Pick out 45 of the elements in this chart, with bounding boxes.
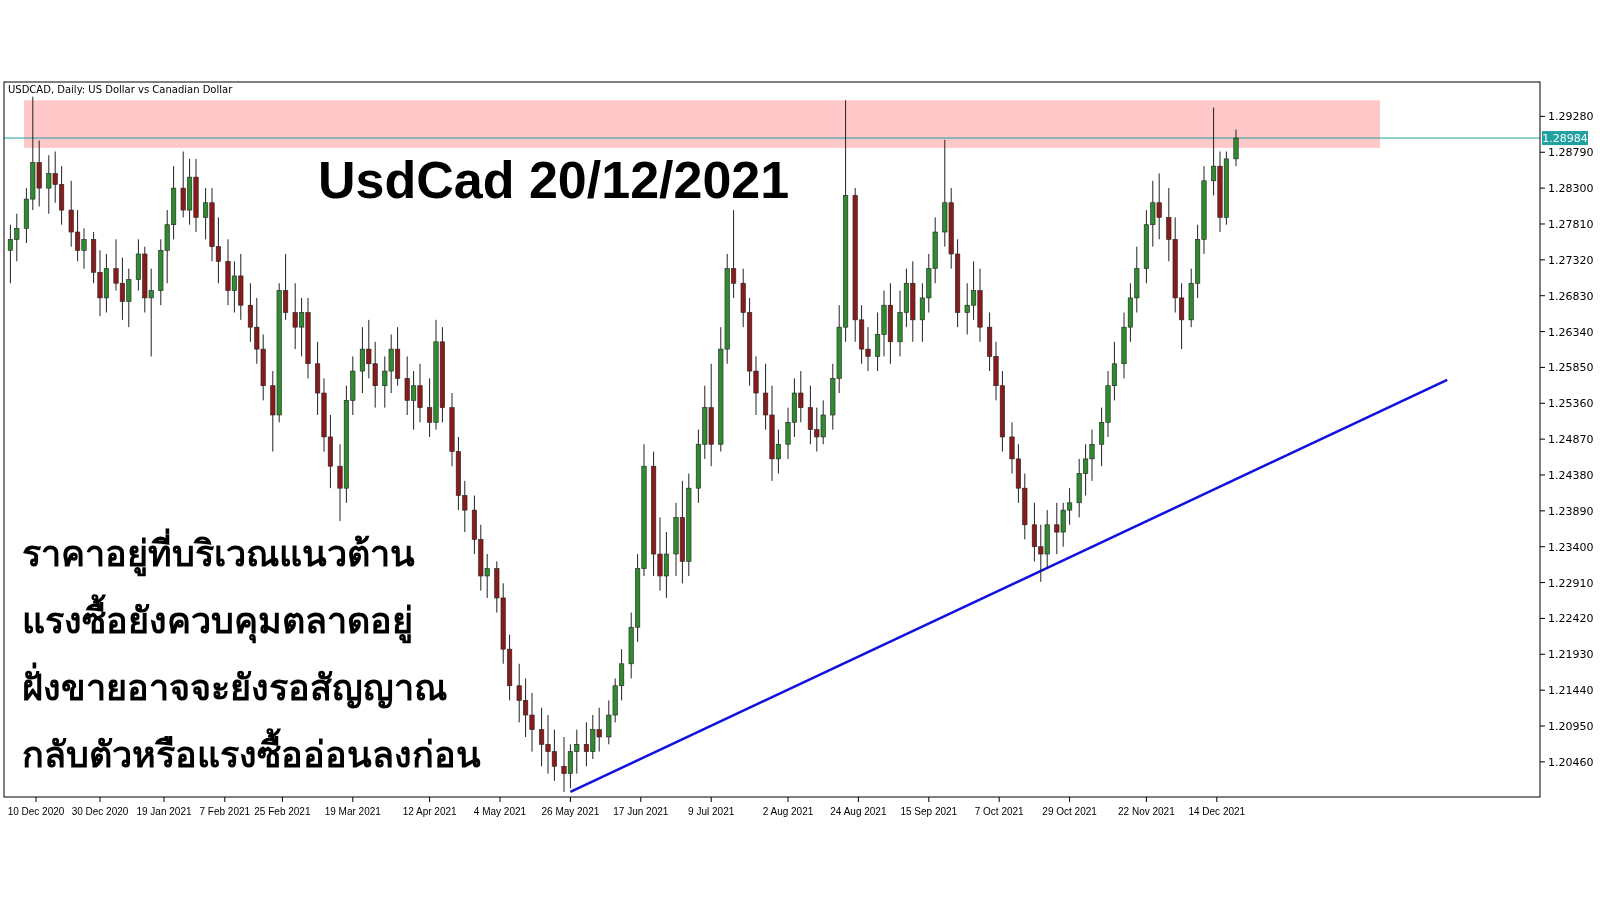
x-tick-label: 12 Apr 2021 xyxy=(402,806,458,817)
annotation: ราคาอยู่ที่บริเวณแนวต้าน xyxy=(22,528,415,577)
x-tick-label: 10 Dec 2020 xyxy=(7,806,65,817)
x-tick-label: 29 Oct 2021 xyxy=(1042,806,1098,817)
y-tick-label: 1.21440 xyxy=(1548,684,1594,698)
x-tick-label: 15 Sep 2021 xyxy=(900,806,958,817)
y-tick-label: 1.23890 xyxy=(1548,504,1594,518)
x-tick-label: 26 May 2021 xyxy=(541,806,600,817)
text: UsdCad 20/12/2021 xyxy=(318,151,790,209)
candlestick xyxy=(1233,129,1239,167)
y-tick-label: 1.28790 xyxy=(1548,146,1594,160)
y-tick-label: 1.24380 xyxy=(1548,468,1594,482)
y-tick-label: 1.27320 xyxy=(1548,253,1594,267)
ref-line-label: 1.28984 xyxy=(1542,132,1588,146)
x-tick-label: 25 Feb 2021 xyxy=(254,806,311,817)
y-tick-label: 1.22910 xyxy=(1548,576,1594,590)
y-tick-label: 1.25850 xyxy=(1548,361,1594,375)
y-tick-label: 1.28300 xyxy=(1548,182,1594,196)
y-tick-label: 1.27810 xyxy=(1548,217,1594,231)
x-tick-label: 14 Dec 2021 xyxy=(1188,806,1246,817)
x-tick-label: 7 Oct 2021 xyxy=(974,806,1025,817)
x-tick-label: 9 Jul 2021 xyxy=(688,806,735,817)
x-tick-label: 22 Nov 2021 xyxy=(1118,806,1176,817)
y-tick-label: 1.20460 xyxy=(1548,755,1594,769)
x-tick-label: 30 Dec 2020 xyxy=(71,806,129,817)
x-tick-label: 17 Jun 2021 xyxy=(613,806,669,817)
x-tick-label: 4 May 2021 xyxy=(473,806,527,817)
y-tick-label: 1.26830 xyxy=(1548,289,1594,303)
y-tick-label: 1.21930 xyxy=(1548,648,1594,662)
annotation: ฝั่งขายอาจจะยังรอสัญญาณ xyxy=(22,662,447,709)
x-tick-label: 2 Aug 2021 xyxy=(762,806,814,817)
chart-subtitle: USDCAD, Daily: US Dollar vs Canadian Dollar xyxy=(8,84,234,95)
y-tick-label: 1.20950 xyxy=(1548,720,1594,734)
x-tick-label: 7 Feb 2021 xyxy=(199,806,251,817)
y-tick-label: 1.22420 xyxy=(1548,612,1594,626)
y-tick-label: 1.24870 xyxy=(1548,433,1594,447)
x-tick-label: 19 Mar 2021 xyxy=(324,806,382,817)
y-tick-label: 1.26340 xyxy=(1548,325,1594,339)
y-tick-label: 1.23400 xyxy=(1548,540,1594,554)
y-tick-label: 1.25360 xyxy=(1548,397,1594,411)
annotation: กลับตัวหรือแรงซื้ออ่อนลงก่อน xyxy=(22,728,481,775)
annotation: แรงซื้อยังควบคุมตลาดอยู่ xyxy=(22,594,413,644)
y-tick-label: 1.29280 xyxy=(1548,110,1594,124)
x-tick-label: 19 Jan 2021 xyxy=(136,806,192,817)
x-tick-label: 24 Aug 2021 xyxy=(830,806,887,817)
